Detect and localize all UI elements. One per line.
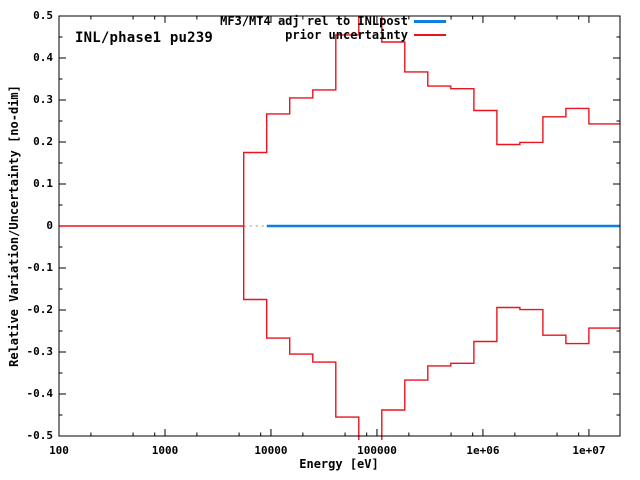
x-tick-label: 1e+06 [466, 444, 500, 457]
chart-title: INL/phase1 pu239 [75, 30, 214, 46]
y-tick-label: -0.1 [26, 261, 54, 274]
y-tick-label: 0.4 [33, 51, 53, 64]
x-tick-label: 100 [49, 444, 69, 457]
legend-sample-blue-line [414, 19, 446, 23]
axis-ticks [58, 15, 620, 437]
y-tick-label: -0.3 [26, 345, 54, 358]
plot-border [58, 15, 621, 437]
y-tick-label: 0 [46, 219, 53, 232]
y-tick-label: 0.2 [33, 135, 53, 148]
legend-label-adjusted: MF3/MT4 adj rel to INLpost [220, 14, 408, 28]
legend-label-prior: prior uncertainty [285, 28, 408, 42]
x-tick-label: 100000 [357, 444, 397, 457]
x-tick-label: 10000 [254, 444, 288, 457]
x-tick-label: 1000 [151, 444, 179, 457]
x-tick-label: 1e+07 [572, 444, 606, 457]
y-tick-label: 0.1 [33, 177, 53, 190]
prior-uncertainty-positive-curve [243, 16, 620, 226]
prior-uncertainty-negative-curve [243, 226, 620, 440]
x-axis-label: Energy [eV] [299, 457, 379, 471]
legend-sample-red-line [414, 34, 446, 36]
legend-item-prior: prior uncertainty [220, 28, 446, 42]
y-tick-label: -0.4 [26, 387, 54, 400]
y-tick-label: 0.5 [33, 9, 53, 22]
y-tick-label: -0.2 [26, 303, 54, 316]
legend-item-adjusted: MF3/MT4 adj rel to INLpost [220, 14, 446, 28]
y-tick-label: 0.3 [33, 93, 53, 106]
legend: MF3/MT4 adj rel to INLpost prior uncerta… [220, 14, 446, 42]
y-tick-label: -0.5 [26, 429, 54, 442]
